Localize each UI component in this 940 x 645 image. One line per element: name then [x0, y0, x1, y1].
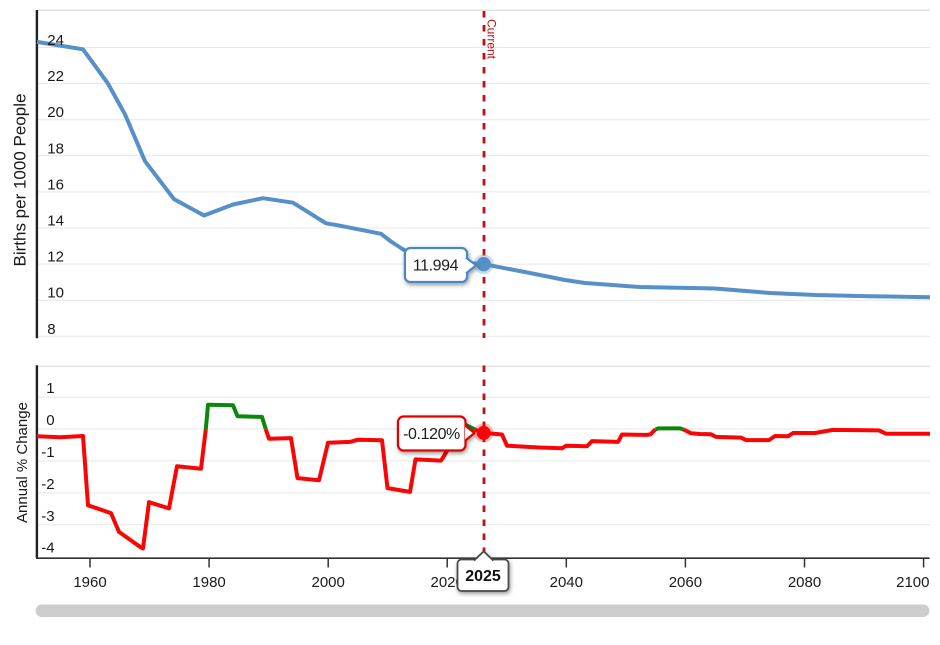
- svg-text:-0.120%: -0.120%: [403, 426, 460, 443]
- svg-text:2020: 2020: [431, 574, 464, 591]
- svg-text:2080: 2080: [788, 574, 821, 591]
- svg-text:-1: -1: [41, 444, 54, 461]
- svg-text:1980: 1980: [192, 574, 225, 591]
- svg-text:12: 12: [47, 249, 64, 266]
- svg-text:24: 24: [47, 32, 64, 49]
- svg-text:2025: 2025: [465, 568, 501, 585]
- svg-text:Births per 1000 People: Births per 1000 People: [11, 94, 30, 267]
- svg-text:1960: 1960: [73, 574, 106, 591]
- svg-text:-3: -3: [41, 508, 54, 525]
- svg-text:2040: 2040: [550, 574, 583, 591]
- svg-text:14: 14: [47, 213, 64, 230]
- svg-text:-4: -4: [41, 540, 54, 557]
- svg-text:Current: Current: [485, 19, 499, 60]
- svg-text:0: 0: [46, 412, 54, 429]
- svg-text:10: 10: [47, 285, 64, 302]
- svg-text:1: 1: [46, 380, 54, 397]
- svg-text:8: 8: [47, 321, 55, 338]
- svg-text:18: 18: [47, 140, 64, 157]
- svg-text:2000: 2000: [312, 574, 345, 591]
- svg-text:11.994: 11.994: [413, 258, 459, 275]
- svg-text:2060: 2060: [669, 574, 702, 591]
- svg-text:20: 20: [47, 104, 64, 121]
- svg-text:16: 16: [47, 176, 64, 193]
- svg-text:Annual % Change: Annual % Change: [14, 402, 31, 523]
- svg-text:-2: -2: [41, 476, 54, 493]
- svg-text:2100: 2100: [896, 574, 929, 591]
- svg-text:22: 22: [47, 68, 64, 85]
